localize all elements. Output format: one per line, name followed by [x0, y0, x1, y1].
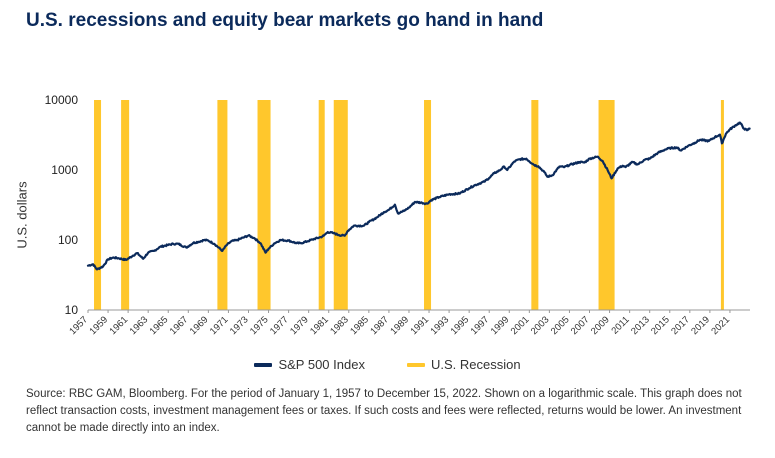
- x-tick-label: 2009: [589, 314, 612, 337]
- x-tick-label: 1985: [348, 314, 371, 337]
- x-tick-label: 1959: [87, 314, 110, 337]
- x-tick-label: 1997: [469, 314, 492, 337]
- x-tick-label: 1963: [128, 314, 151, 337]
- x-tick-label: 2005: [549, 314, 572, 337]
- y-tick-labels: 10 100 1000 10000: [45, 93, 79, 317]
- x-tick-label: 1965: [148, 314, 171, 337]
- x-tick-label: 1967: [168, 314, 191, 337]
- legend-swatch-line: [254, 362, 273, 367]
- recession-band-4: [257, 100, 271, 310]
- x-tick-label: 1983: [328, 314, 351, 337]
- y-tick-label: 10: [65, 303, 79, 317]
- x-tick-label: 1989: [388, 314, 411, 337]
- x-tick-label: 2019: [689, 314, 712, 337]
- x-tick-label: 1961: [108, 314, 131, 337]
- x-tick-label: 2003: [529, 314, 552, 337]
- legend-item-recession: U.S. Recession: [406, 357, 521, 372]
- legend-item-sp500: S&P 500 Index: [254, 357, 365, 372]
- x-tick-label: 1999: [489, 314, 512, 337]
- recession-band-6: [333, 100, 348, 310]
- legend-label-recession: U.S. Recession: [430, 357, 521, 372]
- x-tick-label: 1977: [268, 314, 291, 337]
- x-tick-label: 2015: [649, 314, 672, 337]
- recession-band-5: [318, 100, 325, 310]
- x-tick-label: 1991: [408, 314, 431, 337]
- legend: S&P 500 Index U.S. Recession: [0, 357, 775, 372]
- x-tick-label: 1957: [67, 314, 90, 337]
- x-tick-label: 1981: [308, 314, 331, 337]
- series-line-sp500: [86, 121, 751, 271]
- recession-band-1: [94, 100, 102, 310]
- recession-band-10: [720, 100, 724, 310]
- x-tick-label: 2001: [509, 314, 532, 337]
- y-tick-label: 10000: [45, 93, 79, 107]
- x-tick-label: 2013: [629, 314, 652, 337]
- x-tick-labels: 1957195919611963196519671969197119731975…: [67, 310, 732, 337]
- recession-band-7: [424, 100, 432, 310]
- legend-label-sp500: S&P 500 Index: [278, 357, 365, 372]
- x-tick-label: 1995: [449, 314, 472, 337]
- recession-bands: [94, 100, 724, 310]
- x-tick-label: 1979: [288, 314, 311, 337]
- x-tick-label: 2007: [569, 314, 592, 337]
- x-tick-label: 1973: [228, 314, 251, 337]
- source-footnote: Source: RBC GAM, Bloomberg. For the peri…: [26, 388, 742, 434]
- x-tick-label: 1987: [368, 314, 391, 337]
- legend-swatch-recession: [406, 362, 425, 367]
- x-tick-label: 2017: [669, 314, 692, 337]
- x-tick-label: 1975: [248, 314, 271, 337]
- x-tick-label: 1993: [428, 314, 451, 337]
- y-tick-label: 1000: [51, 163, 78, 177]
- x-tick-label: 1971: [208, 314, 231, 337]
- x-tick-label: 1969: [188, 314, 211, 337]
- recession-band-2: [121, 100, 130, 310]
- x-tick-label: 2021: [709, 314, 732, 337]
- recession-band-8: [531, 100, 539, 310]
- y-tick-label: 100: [58, 233, 78, 247]
- chart-title: U.S. recessions and equity bear markets …: [26, 10, 544, 31]
- x-tick-label: 2011: [610, 314, 632, 336]
- series-lines: [86, 121, 751, 271]
- recession-band-9: [598, 100, 615, 310]
- recession-band-3: [217, 100, 228, 310]
